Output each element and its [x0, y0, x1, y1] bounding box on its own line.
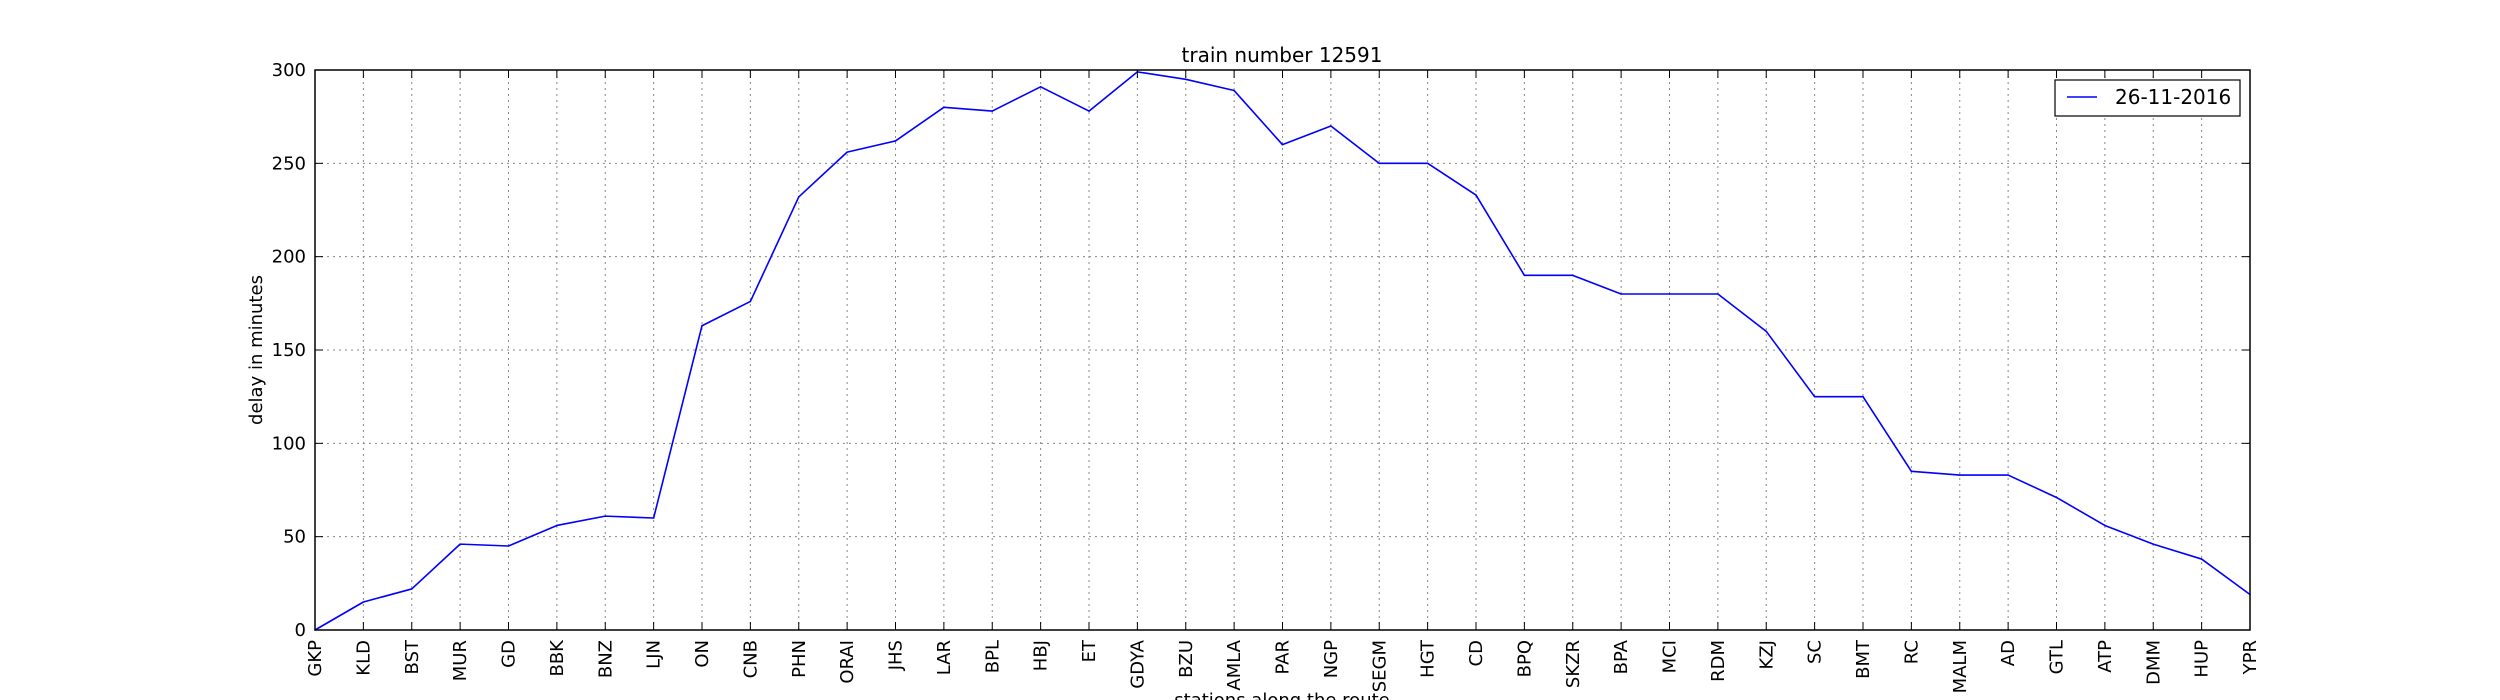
x-tick-label: HGT	[1418, 639, 1439, 678]
x-tick-label: BNZ	[595, 640, 616, 678]
x-tick-label: JHS	[886, 640, 907, 671]
data-point-BZU	[1184, 78, 1187, 81]
y-axis: 0 50 100 150 200 250 300	[272, 60, 2250, 641]
data-point-MCI	[1668, 293, 1671, 295]
grid	[315, 70, 2250, 630]
x-tick-label: KZJ	[1756, 640, 1777, 669]
x-tick-label: GTL	[2047, 640, 2068, 674]
y-tick-label: 50	[283, 527, 306, 548]
y-tick-label: 0	[295, 620, 306, 641]
x-tick-label: SEGM	[1369, 640, 1390, 692]
x-tick-label: BMT	[1853, 639, 1874, 679]
y-tick-label: 250	[272, 153, 306, 174]
data-point-AD	[2007, 474, 2009, 476]
data-point-RDM	[1717, 293, 1719, 295]
x-tick-label: MALM	[1950, 640, 1971, 693]
data-point-BPQ	[1523, 274, 1526, 277]
data-point-ET	[1088, 110, 1090, 112]
legend-label: 26-11-2016	[2115, 85, 2231, 109]
data-point-HUP	[2200, 558, 2203, 560]
data-point-JHS	[894, 140, 897, 142]
x-axis: GKP KLD BST MUR GD BBK BNZ LJN ON CNB PHN ORAI JHS LA…	[305, 70, 2261, 693]
data-point-CNB	[749, 300, 752, 303]
data-point-ORAI	[846, 151, 848, 153]
chart-title: train number 12591	[1182, 43, 1383, 67]
x-tick-label: YPR	[2240, 640, 2261, 675]
x-tick-label: RDM	[1708, 640, 1729, 682]
x-tick-label: PAR	[1273, 640, 1294, 675]
data-point-KLD	[362, 601, 365, 603]
x-tick-label: AD	[1998, 640, 2019, 666]
x-tick-label: BPQ	[1514, 640, 1535, 677]
data-point-BMT	[1862, 395, 1864, 398]
data-point-DMM	[2152, 543, 2155, 545]
data-point-ATP	[2104, 524, 2106, 527]
x-tick-label: LJN	[644, 640, 665, 669]
x-axis-label: stations along the route	[1174, 690, 1389, 700]
x-tick-label: LAR	[934, 640, 955, 675]
x-tick-label: GKP	[305, 640, 326, 677]
data-point-MUR	[459, 543, 461, 545]
data-point-BNZ	[604, 515, 607, 517]
data-point-BST	[410, 588, 413, 590]
x-tick-label: BZU	[1176, 640, 1197, 678]
x-tick-label: KLD	[353, 640, 374, 676]
x-tick-label: HUP	[2192, 640, 2213, 678]
x-tick-label: SC	[1805, 640, 1826, 664]
y-tick-label: 100	[272, 433, 306, 454]
x-tick-label: ORAI	[837, 640, 858, 684]
x-tick-label: PHN	[789, 640, 810, 678]
data-point-KZJ	[1765, 330, 1768, 333]
x-tick-label: HBJ	[1031, 640, 1052, 671]
data-point-PAR	[1281, 143, 1284, 146]
data-point-HGT	[1426, 162, 1429, 165]
data-point-GD	[507, 545, 510, 547]
x-tick-label: GDYA	[1127, 639, 1148, 688]
series-layer	[314, 71, 2251, 631]
x-tick-label: CNB	[740, 640, 761, 678]
x-tick-label: GD	[499, 640, 520, 668]
x-tick-label: BPA	[1611, 639, 1632, 674]
x-tick-label: ATP	[2095, 640, 2116, 673]
data-point-BPA	[1620, 293, 1622, 295]
y-tick-label: 150	[272, 340, 306, 361]
x-tick-label: CD	[1466, 640, 1487, 666]
x-tick-label: BPL	[982, 640, 1003, 673]
data-point-MALM	[1958, 474, 1961, 476]
data-point-RC	[1910, 470, 1913, 473]
data-point-SC	[1813, 395, 1816, 398]
legend: 26-11-2016	[2054, 79, 2241, 117]
y-axis-label: delay in minutes	[246, 275, 267, 425]
x-tick-label: BBK	[547, 639, 568, 677]
data-point-SKZR	[1571, 274, 1574, 277]
x-tick-label: NGP	[1321, 640, 1342, 678]
data-point-SEGM	[1378, 162, 1381, 165]
x-tick-label: BST	[402, 639, 423, 674]
x-tick-label: AMLA	[1224, 639, 1245, 690]
x-tick-label: ET	[1079, 639, 1100, 662]
data-point-LAR	[943, 106, 945, 109]
legend-box	[2054, 79, 2241, 117]
data-point-CD	[1475, 194, 1477, 196]
y-tick-label: 200	[272, 247, 306, 268]
data-point-HBJ	[1039, 86, 1042, 88]
data-point-BPL	[991, 110, 994, 112]
data-point-NGP	[1330, 125, 1332, 127]
data-point-ON	[701, 324, 703, 327]
x-tick-label: MCI	[1660, 640, 1681, 673]
data-point-AMLA	[1233, 89, 1235, 92]
x-tick-label: SKZR	[1563, 640, 1584, 688]
data-point-PHN	[797, 196, 800, 198]
x-tick-label: ON	[692, 640, 713, 668]
x-tick-label: RC	[1901, 640, 1922, 664]
data-point-BBK	[556, 524, 558, 527]
data-point-LJN	[652, 517, 655, 519]
x-tick-label: DMM	[2143, 640, 2164, 685]
data-point-GTL	[2055, 496, 2058, 499]
x-tick-label: MUR	[450, 640, 471, 681]
y-tick-label: 300	[272, 60, 306, 81]
